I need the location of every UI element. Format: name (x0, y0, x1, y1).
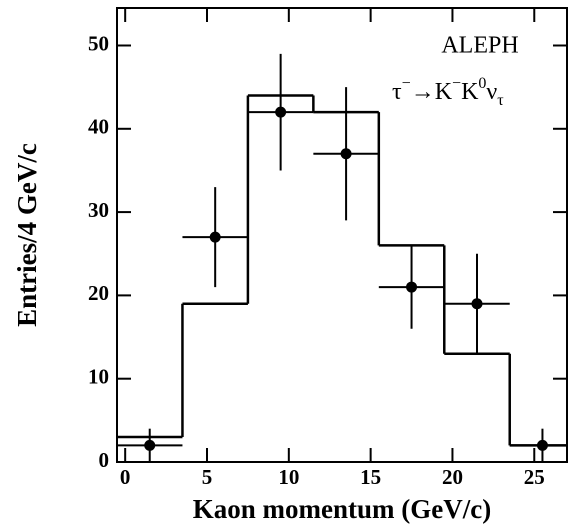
decay-part: − (402, 75, 411, 92)
x-tick-label: 5 (202, 465, 213, 489)
data-point (209, 231, 221, 243)
decay-part: ν (486, 79, 497, 105)
y-axis-label: Entries/4 GeV/c (12, 143, 42, 327)
y-tick-label: 10 (88, 365, 109, 389)
plot-frame (116, 7, 568, 463)
decay-part: τ (497, 92, 504, 109)
decay-part: K (461, 79, 479, 105)
y-tick-label: 30 (88, 198, 109, 222)
x-axis-label: Kaon momentum (GeV/c) (193, 494, 491, 524)
y-tick-label: 40 (88, 115, 109, 139)
decay-part: − (452, 75, 461, 92)
decay-part: →K (411, 79, 453, 105)
x-tick-label: 20 (442, 465, 463, 489)
x-tick-label: 0 (120, 465, 131, 489)
annotation: ALEPH (441, 33, 518, 59)
decay-annotation: τ−→K−K0ντ (392, 75, 504, 109)
decay-part: τ (392, 79, 402, 105)
data-point (144, 439, 156, 451)
data-point (275, 106, 287, 118)
data-point (536, 439, 548, 451)
y-tick-label: 20 (88, 281, 109, 305)
data-point (406, 281, 418, 293)
x-tick-label: 15 (360, 465, 381, 489)
data-point (471, 298, 483, 310)
x-tick-label: 10 (278, 465, 299, 489)
decay-part: 0 (478, 75, 486, 92)
y-tick-label: 0 (99, 448, 110, 472)
data-point (340, 148, 352, 160)
x-tick-label: 25 (524, 465, 545, 489)
y-tick-label: 50 (88, 31, 109, 55)
